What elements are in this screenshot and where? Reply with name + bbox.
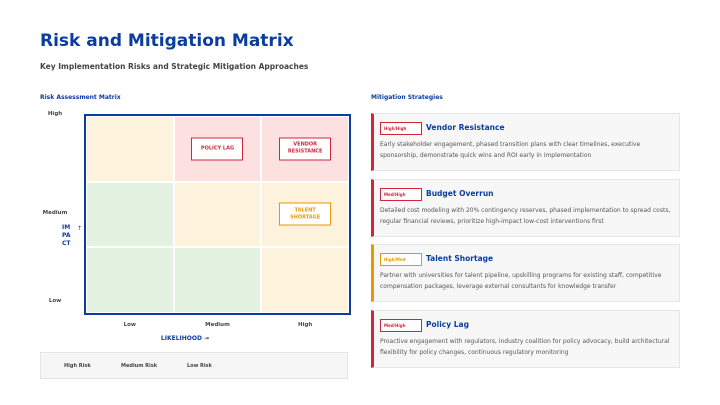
y-label: Low: [48, 298, 62, 304]
card-text: Early stakeholder engagement, phased tra…: [380, 141, 641, 159]
card-title: Budget Overrun: [426, 188, 494, 198]
matrix-heading: Risk Assessment Matrix: [40, 94, 121, 101]
title: Risk and Mitigation Matrix: [40, 31, 294, 51]
risk-tag: Med/High: [380, 318, 422, 332]
legend-item: Low Risk: [187, 363, 212, 369]
card-text: Detailed cost modeling with 20% continge…: [380, 206, 671, 225]
matrix-cell: VENDOR RESISTANCE: [261, 116, 349, 182]
matrix-cell: [86, 181, 174, 248]
risk-item: POLICY LAG: [191, 137, 244, 161]
risk-tag: High/High: [380, 122, 422, 135]
card-title: Talent Shortage: [426, 254, 494, 263]
matrix-cell: TALENT SHORTAGE: [261, 181, 349, 248]
x-label: High: [297, 322, 313, 328]
y-axis-title: IMPACT: [62, 224, 71, 247]
mitigation-card: High/High Vendor Resistance Early stakehol…: [371, 113, 680, 171]
x-label: Medium: [205, 322, 230, 328]
risk-item: VENDOR RESISTANCE: [279, 137, 332, 161]
risk-item: TALENT SHORTAGE: [279, 202, 332, 226]
mitigation-card: Med/High Budget Overrun Detailed cost mode…: [371, 178, 680, 237]
card-title: Policy Lag: [426, 319, 469, 329]
card-title: Vendor Resistance: [426, 123, 505, 132]
matrix-cell: [173, 181, 262, 248]
risk-tag: High/Med: [380, 253, 422, 266]
legend-item: High Risk: [64, 363, 91, 369]
subtitle: Key Implementation Risks and Strategic M…: [40, 62, 309, 71]
x-axis-title: LIKELIHOOD →: [160, 335, 210, 342]
mitigation-heading: Mitigation Strategies: [371, 94, 443, 101]
y-axis-arrow: ↑: [77, 225, 83, 232]
y-label: Medium: [42, 209, 68, 216]
legend: High Risk Medium Risk Low Risk: [40, 352, 348, 379]
y-label: High: [47, 111, 63, 117]
matrix-cell: [86, 247, 174, 313]
matrix-cell: [86, 116, 174, 182]
card-text: Partner with universities for talent pip…: [380, 272, 662, 290]
mitigation-card: High/Med Talent Shortage Partner with univ…: [371, 244, 680, 302]
matrix-cell: [261, 247, 349, 313]
legend-item: Medium Risk: [121, 363, 158, 369]
risk-matrix: POLICY LAG VENDOR RESISTANCE TALENT SHORTA…: [84, 114, 351, 315]
x-label: Low: [123, 322, 137, 328]
card-text: Proactive engagement with regulators, in…: [380, 337, 670, 356]
matrix-cell: [173, 247, 262, 313]
matrix-cell: POLICY LAG: [173, 116, 262, 182]
risk-tag: Med/High: [380, 187, 422, 201]
mitigation-card: Med/High Policy Lag Proactive engagement w…: [371, 309, 680, 368]
